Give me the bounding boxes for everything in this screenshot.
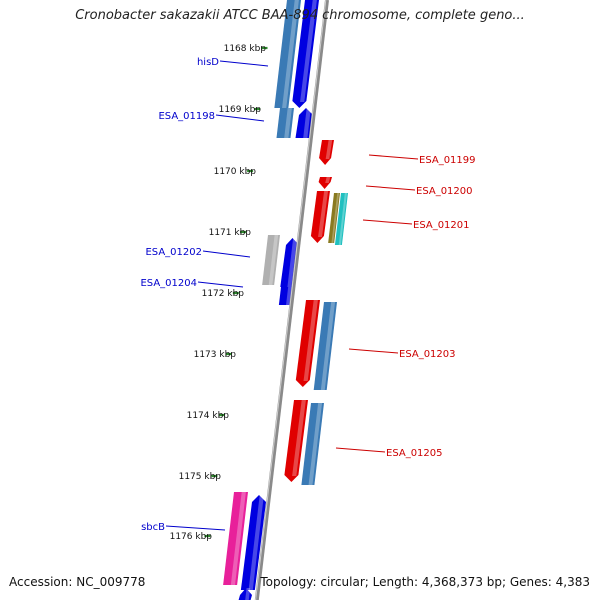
accession-text: Accession: NC_009778 [9, 575, 145, 589]
kbp-label: 1171 kbp [209, 228, 252, 238]
gene-label-left: ESA_01198 [158, 111, 215, 122]
leader-line-left [220, 61, 268, 66]
leader-line-left [203, 251, 250, 257]
leader-line-right [349, 349, 398, 353]
gene-label-right: ESA_01200 [416, 186, 473, 197]
leader-line-right [363, 220, 412, 224]
gene-label-right: ESA_01199 [419, 155, 476, 166]
kbp-label: 1173 kbp [194, 350, 237, 360]
leader-line-right [369, 155, 418, 159]
kbp-label: 1176 kbp [170, 532, 213, 542]
gene-label-left: hisD [197, 57, 219, 68]
leader-line-left [198, 282, 243, 287]
gene-label-left: ESA_01202 [145, 247, 202, 258]
leader-line-right [336, 448, 385, 452]
kbp-label: 1174 kbp [187, 411, 230, 421]
gene-label-right: ESA_01201 [413, 220, 470, 231]
kbp-label: 1175 kbp [179, 472, 222, 482]
gene-label-left: ESA_01204 [140, 278, 197, 289]
kbp-label: 1169 kbp [219, 105, 262, 115]
kbp-label: 1172 kbp [202, 289, 245, 299]
kbp-label: 1170 kbp [214, 167, 257, 177]
map-title: Cronobacter sakazakii ATCC BAA-894 chrom… [0, 8, 600, 23]
leader-line-right [366, 186, 415, 190]
leader-line-left [216, 115, 264, 121]
kbp-label: 1168 kbp [224, 44, 267, 54]
gene-label-right: ESA_01205 [386, 448, 443, 459]
gene-label-right: ESA_01203 [399, 349, 456, 360]
gene-label-left: sbcB [141, 522, 165, 533]
topology-summary: Topology: circular; Length: 4,368,373 bp… [260, 575, 590, 589]
